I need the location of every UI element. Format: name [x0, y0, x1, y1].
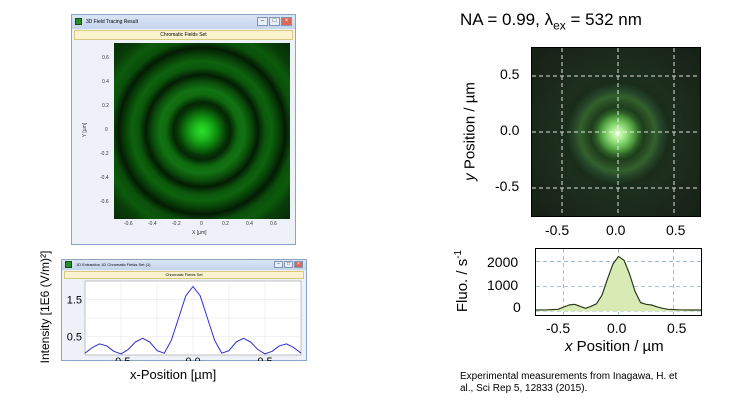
sim-x-axis-label: x-Position [µm] — [130, 367, 217, 382]
profile-x-tick: -0.5 — [546, 320, 571, 336]
y-tick: 0.6 — [102, 55, 109, 61]
profile-y-tick: 0 — [513, 299, 521, 315]
experiment-title: NA = 0.99, λex = 532 nm — [460, 10, 642, 32]
close-button[interactable]: × — [281, 17, 292, 26]
image-x-tick: 0.5 — [666, 222, 686, 238]
fluorescence-line — [535, 255, 701, 311]
label-superscript: -1 — [453, 249, 464, 259]
sim-y-axis-label: Intensity [1E6 (V/m)²] — [38, 250, 52, 364]
title-part: NA = 0.99, λ — [460, 10, 554, 29]
label-rest: Position / µm — [572, 338, 664, 355]
citation-line: Experimental measurements from Inagawa, … — [460, 371, 678, 382]
window-subtitle: Chromatic Fields Set — [64, 271, 304, 279]
x-tick: -0.4 — [148, 221, 157, 227]
y-tick: 0.4 — [102, 79, 109, 85]
app-icon — [75, 18, 82, 25]
window-title: 3D Field Tracing Result — [86, 19, 138, 25]
x-tick: 0.4 — [246, 221, 253, 227]
x-tick: -0.2 — [172, 221, 181, 227]
y-tick: -0.2 — [100, 151, 109, 157]
x-tick: 0.6 — [270, 221, 277, 227]
close-button[interactable]: × — [294, 261, 303, 268]
citation-line: al., Sci Rep 5, 12833 (2015). — [460, 383, 588, 394]
x-tick-label: -0.5 — [112, 356, 131, 361]
intensity-line — [84, 286, 302, 355]
profile-y-tick: 1000 — [487, 277, 519, 293]
image-y-tick: 0.5 — [500, 66, 520, 82]
field-intensity-image — [114, 43, 290, 219]
title-subscript: ex — [553, 18, 566, 33]
profile-y-axis-label: Fluo. / s-1 — [453, 231, 471, 331]
field-tracing-window: 3D Field Tracing Result – □ × Chromatic … — [71, 14, 296, 245]
y-tick: -0.6 — [100, 199, 109, 205]
x-tick: -0.6 — [124, 221, 133, 227]
y-tick-label: 1.5 — [67, 295, 82, 307]
image-y-tick: -0.5 — [495, 178, 520, 194]
profile-x-tick: 0.0 — [607, 320, 627, 336]
image-y-axis-label: y Position / µm — [462, 62, 479, 202]
x-tick-label: 0.0 — [185, 356, 200, 361]
profile-y-tick: 2000 — [487, 254, 519, 270]
x-tick-label: 0.5 — [257, 356, 272, 361]
x-axis-label: X [µm] — [192, 230, 207, 236]
profile-x-axis-label: x Position / µm — [565, 338, 664, 355]
fluorescence-profile — [535, 248, 702, 316]
x-tick: 0 — [200, 221, 203, 227]
y-axis-label: Y [µm] — [82, 122, 89, 138]
maximize-button[interactable]: □ — [269, 17, 280, 26]
image-x-tick: 0.0 — [606, 222, 626, 238]
image-x-tick: -0.5 — [545, 222, 570, 238]
x-tick: 0.2 — [222, 221, 229, 227]
title-part: = 532 nm — [565, 10, 642, 29]
minimize-button[interactable]: – — [274, 261, 283, 268]
fluorescence-image — [531, 47, 701, 217]
label-italic: x — [565, 338, 573, 355]
y-tick: 0.2 — [102, 103, 109, 109]
window-titlebar[interactable]: 3D Field Tracing Result – □ × — [72, 15, 295, 29]
y-tick-label: 0.5 — [67, 332, 82, 344]
fluorescence-area — [536, 256, 701, 312]
y-tick: 0 — [105, 127, 108, 133]
citation: Experimental measurements from Inagawa, … — [460, 371, 677, 395]
minimize-button[interactable]: – — [257, 17, 268, 26]
window-title: 1D Extraction 1D Chromatic Fields Set (1… — [76, 262, 151, 267]
app-icon — [65, 261, 72, 268]
maximize-button[interactable]: □ — [284, 261, 293, 268]
image-gridlines — [532, 48, 700, 216]
label-rest: Position / µm — [461, 82, 479, 174]
profile-x-tick: 0.5 — [667, 320, 687, 336]
simulated-intensity-profile: 1.5 0.5 -0.5 0.0 0.5 — [67, 280, 302, 361]
y-tick: -0.4 — [100, 175, 109, 181]
label-rest: Fluo. / s — [454, 258, 471, 313]
image-y-tick: 0.0 — [500, 122, 520, 138]
label-italic: y — [461, 173, 479, 181]
window-subtitle: Chromatic Fields Set — [74, 30, 293, 40]
window-titlebar[interactable]: 1D Extraction 1D Chromatic Fields Set (1… — [62, 260, 306, 270]
